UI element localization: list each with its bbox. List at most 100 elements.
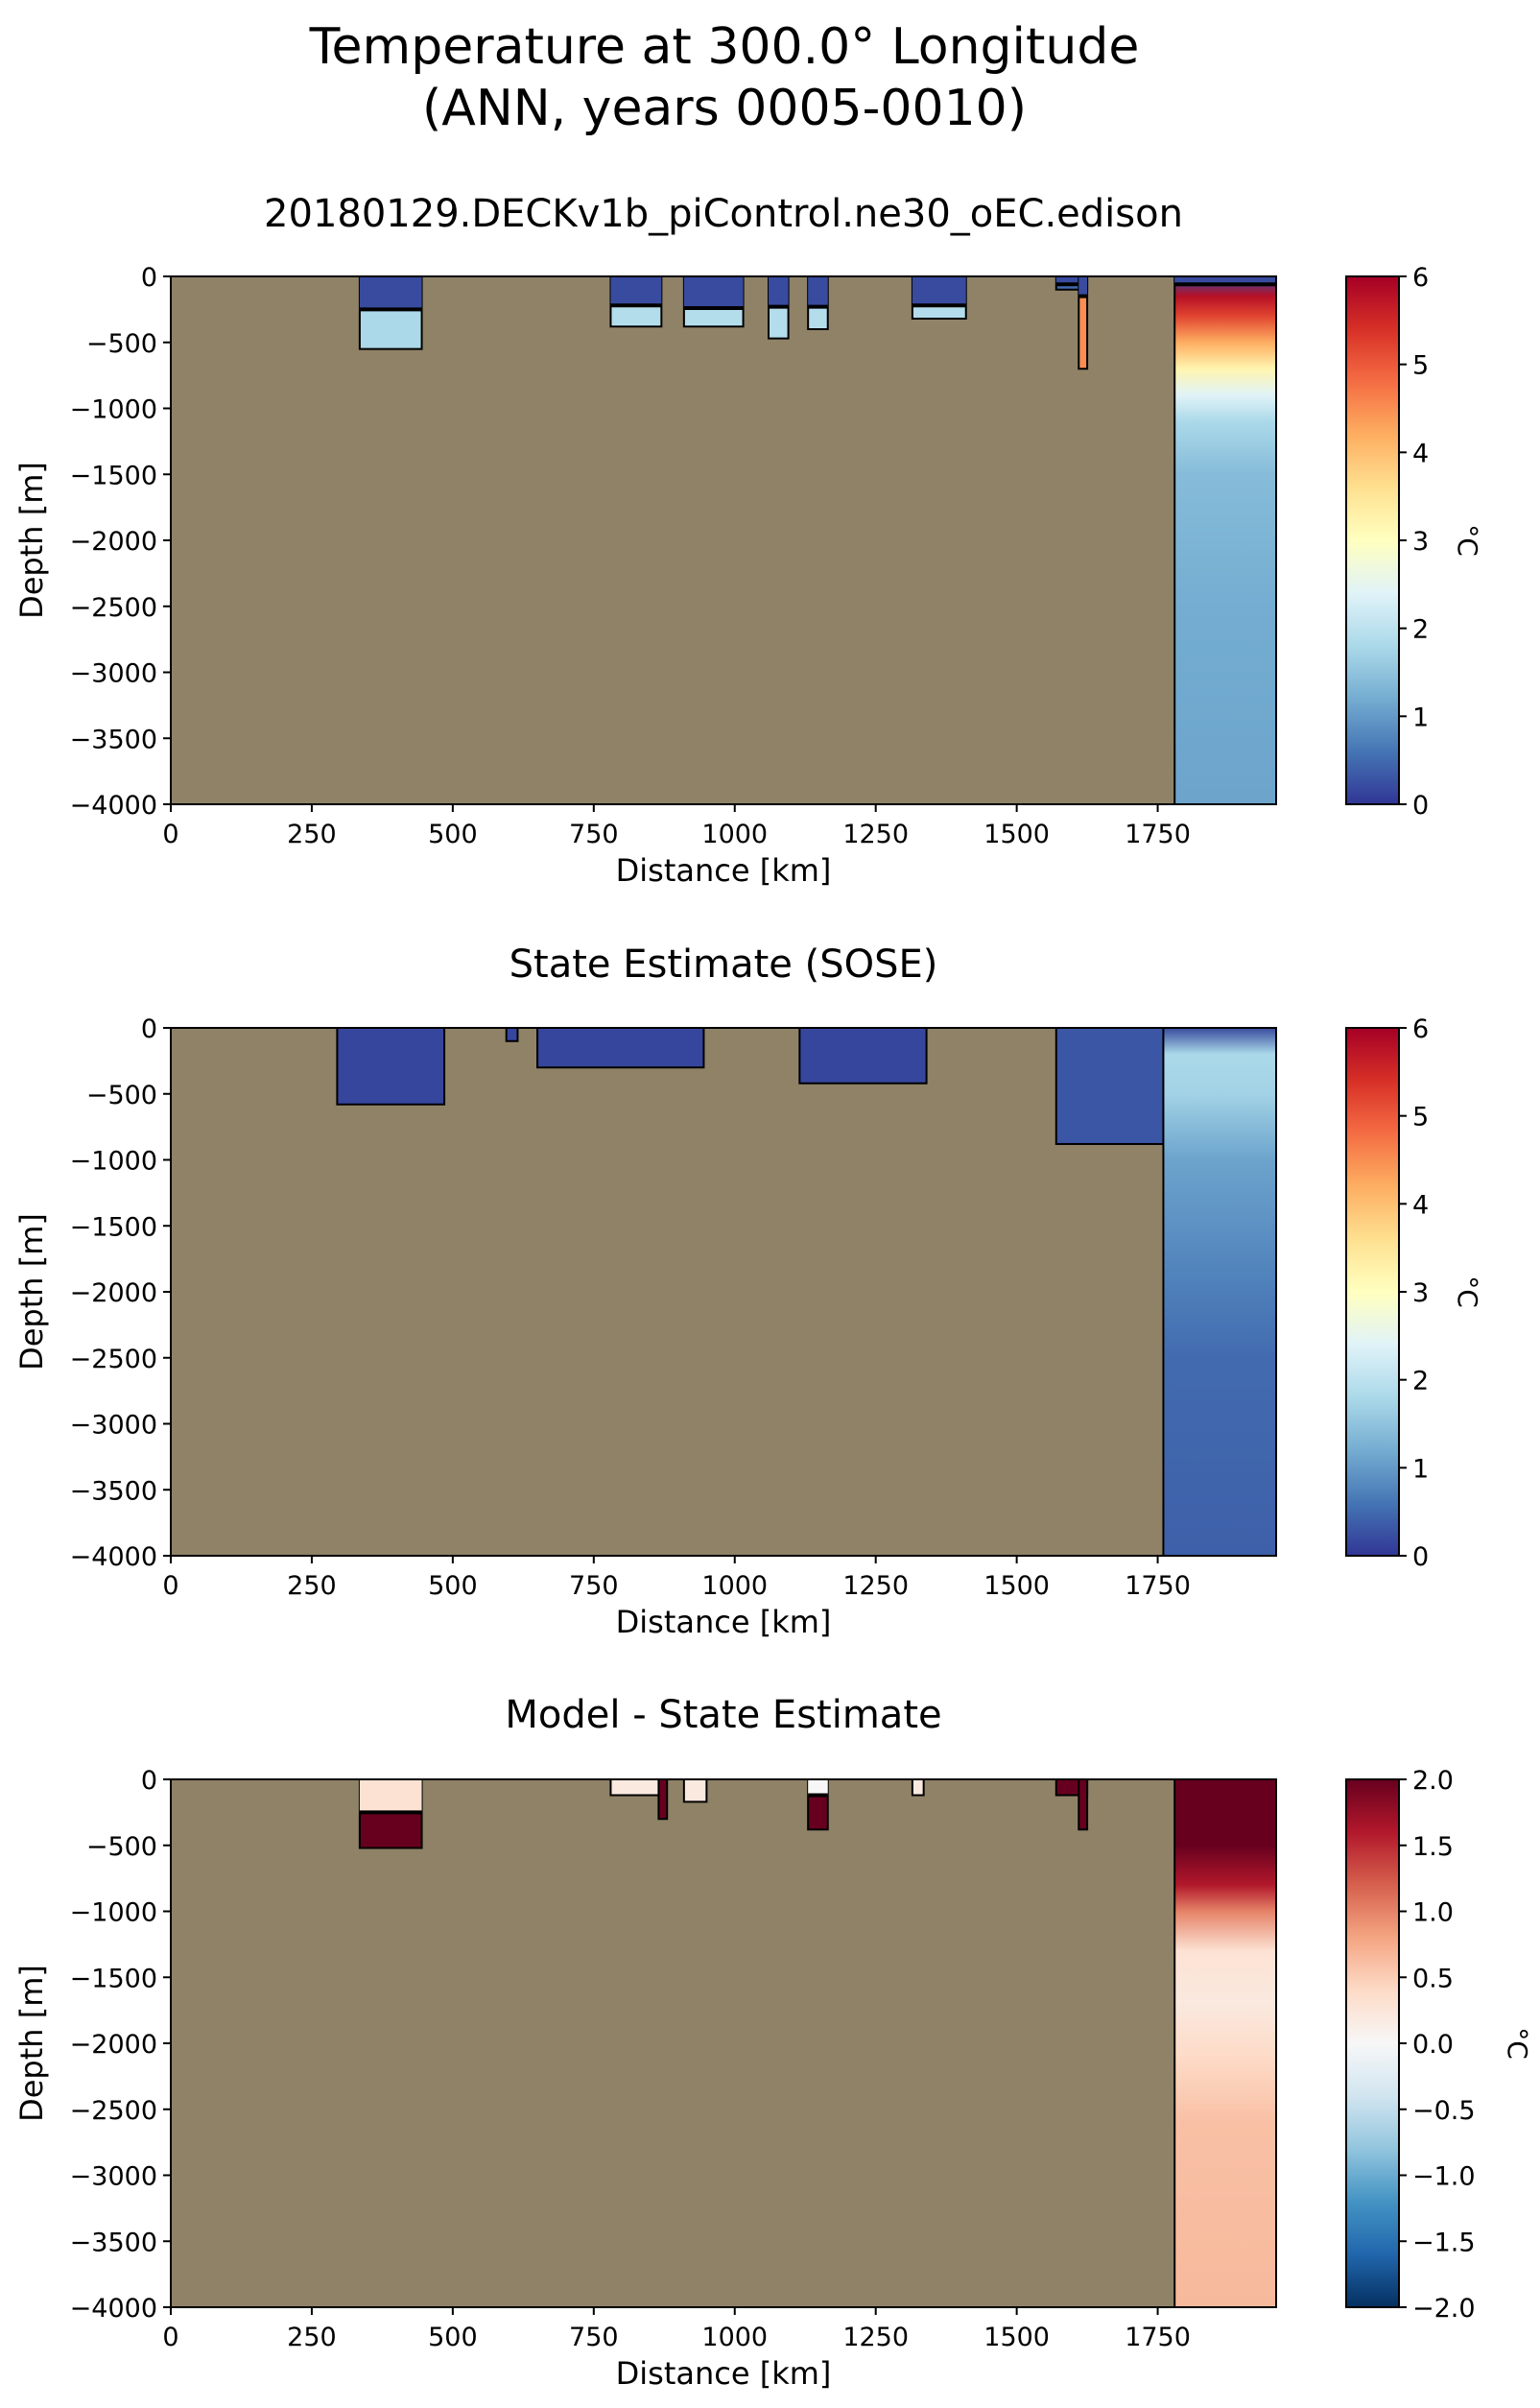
colorbar-tick-label: −1.5 [1412,2228,1476,2257]
x-tick-label: 750 [569,820,619,849]
y-tick-label: −2000 [70,1278,157,1308]
y-axis-label: Depth [m] [13,1965,50,2122]
ocean-region [657,1778,669,1821]
x-tick-label: 750 [569,1571,619,1601]
colorbar-tick-label: 2.0 [1412,1766,1454,1796]
surface-layer [912,276,966,306]
y-axis-label: Depth [m] [13,462,50,619]
land-background [171,1779,1276,2307]
colorbar-tick-label: 4 [1412,439,1429,468]
y-tick-label: −3500 [70,1476,157,1506]
x-tick-label: 0 [162,1571,178,1601]
x-tick-label: 250 [287,2323,337,2352]
y-tick-label: −2500 [70,2096,157,2126]
ocean-region [798,1027,928,1085]
colorbar-tick-label: 5 [1412,351,1429,381]
y-tick-label: 0 [141,1766,157,1796]
panel-title: 20180129.DECKv1b_piControl.ne30_oEC.edis… [264,192,1183,236]
panel-title: State Estimate (SOSE) [509,942,938,987]
figure-title-line-1: Temperature at 300.0° Longitude [309,18,1140,76]
colorbar-tick-label: 0.5 [1412,1964,1454,1993]
x-tick-label: 1000 [701,2323,768,2352]
x-tick-label: 1250 [842,2323,909,2352]
y-tick-label: −1500 [70,461,157,490]
colorbar-label: °C [1502,2027,1533,2060]
surface-layer [359,276,422,310]
colorbar-tick-label: 1 [1412,1454,1429,1484]
x-axis-label: Distance [km] [616,852,832,889]
x-tick-label: 250 [287,820,337,849]
y-tick-label: −3000 [70,659,157,689]
colorbar [1345,1778,1400,2308]
x-tick-label: 1500 [983,1571,1050,1601]
panel-3: Model - State Estimate 0 250 500 750 1000 1250… [13,1693,1533,2392]
colorbar-label: °C [1452,1276,1483,1308]
y-tick-label: −3500 [70,725,157,754]
surface-layer [808,276,828,307]
colorbar-tick-label: 2 [1412,615,1429,645]
surface-layer [769,276,789,307]
x-tick-label: 750 [569,2323,619,2352]
colorbar-tick-label: 0 [1412,791,1429,821]
x-tick-label: 1250 [842,1571,909,1601]
ocean-region [1078,1778,1089,1831]
x-axis-label: Distance [km] [616,1604,832,1640]
x-tick-label: 0 [162,2323,178,2352]
colorbar-tick-label: −1.0 [1412,2162,1476,2192]
y-tick-label: −1000 [70,1898,157,1928]
colorbar-tick-label: −2.0 [1412,2294,1476,2324]
y-tick-label: 0 [141,263,157,293]
colorbar-tick-label: −0.5 [1412,2096,1476,2126]
surface-layer [683,276,744,308]
figure-title-line-2: (ANN, years 0005-0010) [421,80,1028,137]
panel-2: State Estimate (SOSE)0 250 500 750 1000 1250 1… [13,942,1483,1640]
y-axis-label: Depth [m] [13,1213,50,1371]
ocean-region [536,1027,705,1069]
x-tick-label: 250 [287,1571,337,1601]
colorbar-tick-label: 0 [1412,1542,1429,1572]
y-tick-label: −2500 [70,593,157,623]
x-tick-label: 500 [428,820,478,849]
x-tick-label: 1000 [701,820,768,849]
x-tick-label: 1250 [842,820,909,849]
colorbar-tick-label: 2 [1412,1367,1429,1396]
colorbar-label: °C [1452,524,1483,557]
ocean-region [911,1778,925,1797]
y-tick-label: −2500 [70,1345,157,1374]
colorbar-tick-label: 4 [1412,1190,1429,1220]
x-tick-label: 1750 [1125,820,1191,849]
y-tick-label: −1500 [70,1212,157,1242]
y-tick-label: −4000 [70,1542,157,1572]
colorbar-tick-label: 1 [1412,703,1429,732]
x-tick-label: 1500 [983,2323,1050,2352]
y-tick-label: 0 [141,1014,157,1044]
y-tick-label: −1500 [70,1964,157,1993]
colorbar [1345,275,1400,805]
ocean-region [682,1778,708,1803]
surface-layer [808,1779,828,1796]
ocean-region [1162,1027,1277,1557]
ocean-region [1173,1778,1278,2308]
colorbar-tick-label: 6 [1412,263,1429,293]
surface-layer [1078,276,1088,297]
panel-1: 20180129.DECKv1b_piControl.ne30_oEC.edis… [13,192,1483,889]
y-tick-label: −4000 [70,791,157,821]
y-tick-label: −500 [86,1832,157,1862]
surface-layer [359,1779,422,1813]
x-tick-label: 500 [428,1571,478,1601]
colorbar-tick-label: 5 [1412,1103,1429,1132]
surface-layer [610,276,662,306]
ocean-region [1054,1027,1165,1145]
y-tick-label: −3000 [70,1411,157,1441]
land-background [171,276,1276,804]
colorbar-tick-label: 6 [1412,1014,1429,1044]
ocean-region [336,1027,446,1106]
colorbar-tick-label: 3 [1412,527,1429,557]
ocean-region [505,1027,519,1042]
colorbar-tick-label: 0.0 [1412,2030,1454,2060]
surface-layer [1055,276,1088,285]
x-tick-label: 1500 [983,820,1050,849]
colorbar-tick-label: 1.5 [1412,1832,1454,1862]
ocean-region [609,1778,663,1797]
